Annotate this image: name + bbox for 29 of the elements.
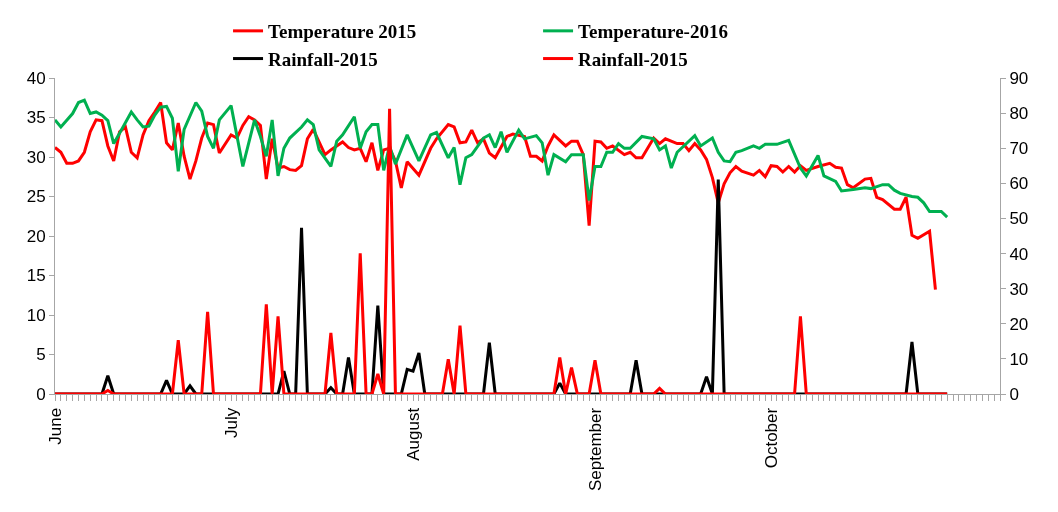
legend-label: Temperature-2016: [578, 21, 728, 43]
y2-tick-label: 60: [1009, 174, 1029, 194]
y-tick-label: 35: [26, 108, 46, 128]
legend-label: Rainfall-2015: [268, 48, 378, 70]
y2-tick-label: 10: [1009, 349, 1029, 369]
y2-tick-label: 0: [1009, 384, 1019, 404]
y2-tick-label: 80: [1009, 104, 1029, 124]
y2-tick-label: 70: [1009, 139, 1029, 159]
y2-tick-label: 90: [1009, 68, 1029, 88]
x-tick-label: August: [403, 407, 423, 461]
x-tick-label: October: [761, 407, 781, 469]
y-tick-label: 30: [26, 147, 46, 167]
y2-tick-label: 20: [1009, 314, 1029, 334]
y-tick-label: 5: [36, 345, 46, 365]
y2-tick-label: 40: [1009, 244, 1029, 264]
y-tick-label: 25: [26, 187, 46, 207]
line-series: [55, 98, 949, 219]
legend-label: Temperature 2015: [268, 21, 417, 43]
x-tick-label: July: [221, 407, 241, 439]
legend-label: Rainfall-2015: [578, 48, 688, 70]
x-tick-label: September: [585, 407, 605, 491]
y-tick-label: 15: [26, 266, 46, 286]
y-tick-label: 40: [26, 68, 46, 88]
x-tick-label: June: [45, 407, 65, 445]
y-tick-label: 0: [36, 384, 46, 404]
y2-tick-label: 50: [1009, 209, 1029, 229]
y2-tick-label: 30: [1009, 279, 1029, 299]
y-tick-label: 20: [26, 226, 46, 246]
y-tick-label: 10: [26, 305, 46, 325]
